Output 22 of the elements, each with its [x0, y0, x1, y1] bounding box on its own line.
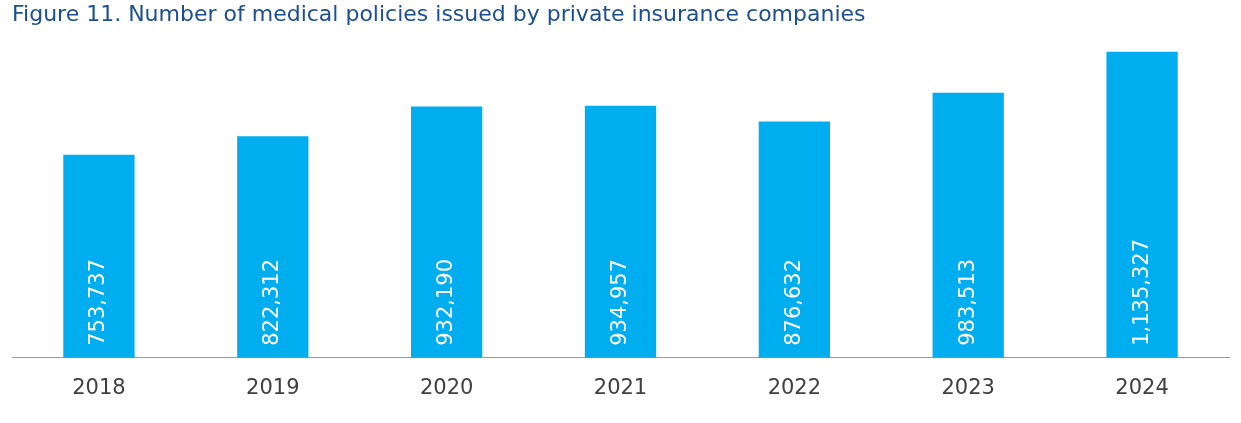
data-label: 983,513: [954, 258, 979, 346]
bar: [411, 106, 483, 358]
data-label: 876,632: [780, 258, 805, 346]
x-tick-label: 2019: [246, 374, 300, 399]
x-tick-label: 2022: [767, 374, 822, 399]
x-tick-label: 2023: [941, 374, 995, 399]
chart-title: Figure 11. Number of medical policies issued by private insurance companies: [12, 0, 866, 26]
bar: [932, 92, 1004, 358]
data-label: 753,737: [85, 258, 110, 346]
bar: [1106, 51, 1178, 358]
data-label: 1,135,327: [1128, 238, 1153, 346]
data-label: 932,190: [433, 258, 458, 346]
x-tick-label: 2021: [593, 374, 648, 399]
bar: [758, 121, 830, 358]
data-label: 934,957: [606, 258, 631, 346]
bar: [237, 136, 309, 358]
data-label: 822,312: [259, 258, 284, 346]
bar: [63, 154, 135, 358]
x-tick-label: 2020: [419, 374, 474, 399]
x-tick-label: 2024: [1115, 374, 1169, 399]
x-tick-label: 2018: [72, 374, 126, 399]
bar: [584, 105, 657, 358]
